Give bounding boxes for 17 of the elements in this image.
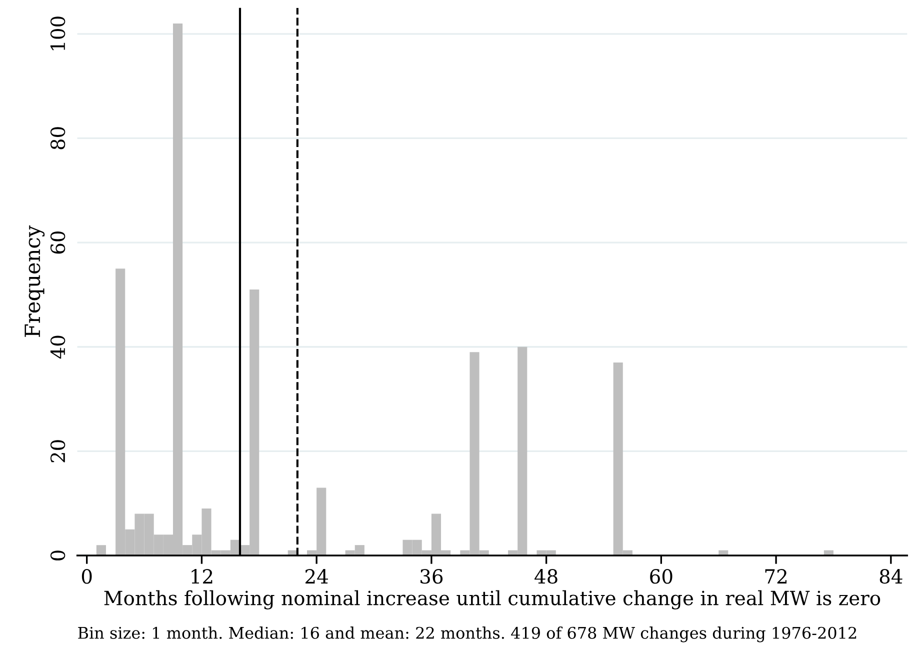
x-axis-title: Months following nominal increase until cumulative change in real MW is zero bbox=[104, 590, 880, 610]
text: Bin size: 1 month. Median: 16 and mean: 22 months. 419 of 678 MW changes during 1976-2012 bbox=[78, 626, 856, 642]
x-tick-label: 12 bbox=[192, 569, 212, 584]
x-tick-label: 24 bbox=[306, 569, 328, 584]
y-tick-label: 100 bbox=[50, 16, 66, 50]
y-tick-label: 0 bbox=[50, 550, 66, 560]
x-tick-label: 60 bbox=[650, 569, 672, 584]
y-tick-label: 80 bbox=[50, 127, 66, 150]
y-axis-title: Frequency bbox=[24, 225, 45, 337]
x-tick-label: 48 bbox=[534, 569, 558, 584]
x-tick-label: 72 bbox=[765, 569, 787, 584]
y-tick-label: 40 bbox=[50, 336, 66, 359]
x-tick-label: 36 bbox=[420, 569, 443, 584]
y-tick-label: 60 bbox=[50, 231, 66, 254]
y-tick-label: 20 bbox=[50, 440, 66, 462]
x-tick-label: 84 bbox=[880, 569, 902, 584]
x-tick-label: 0 bbox=[82, 569, 92, 584]
